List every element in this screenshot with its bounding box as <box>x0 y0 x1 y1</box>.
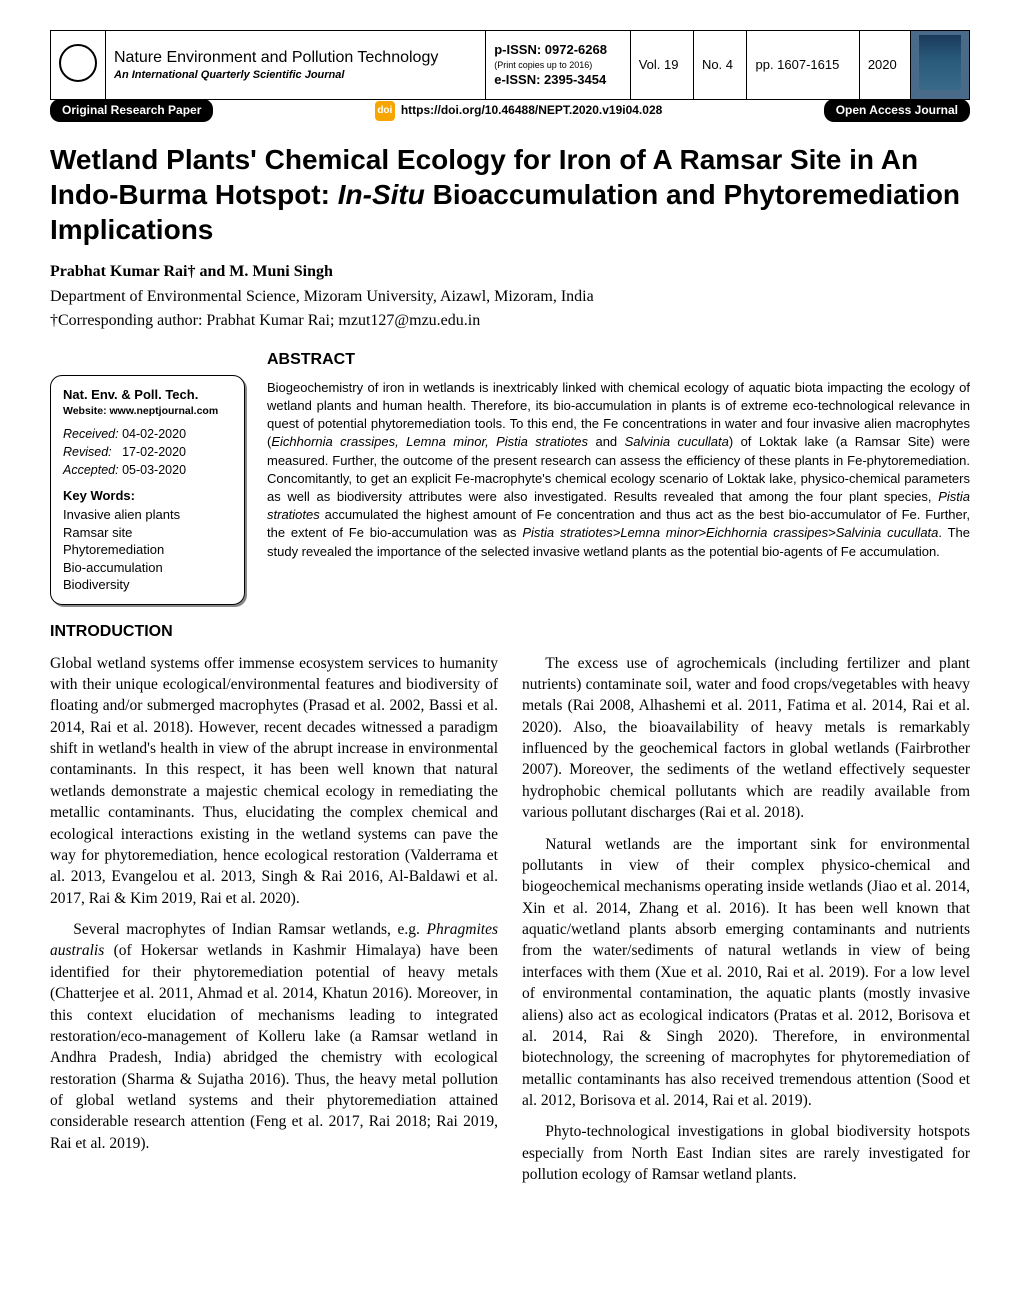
issue-cell: No. 4 <box>693 31 747 100</box>
doi-link[interactable]: https://doi.org/10.46488/NEPT.2020.v19i0… <box>401 102 662 118</box>
intro-para-2: Several macrophytes of Indian Ramsar wet… <box>50 919 498 1154</box>
keyword-1: Invasive alien plants <box>63 506 232 524</box>
info-abstract-row: Nat. Env. & Poll. Tech. Website: www.nep… <box>50 349 970 605</box>
keyword-5: Biodiversity <box>63 576 232 594</box>
intro-para-4: Natural wetlands are the important sink … <box>522 834 970 1112</box>
article-dates: Received: 04-02-2020 Revised: 17-02-2020… <box>63 426 232 479</box>
intro-para-3: The excess use of agrochemicals (includi… <box>522 653 970 824</box>
accepted-date: 05-03-2020 <box>122 463 186 477</box>
abstract-heading: ABSTRACT <box>267 349 970 371</box>
keyword-3: Phytoremediation <box>63 541 232 559</box>
journal-logo-cell <box>51 31 106 100</box>
volume-cell: Vol. 19 <box>630 31 693 100</box>
abstract-species2: Salvinia cucullata <box>625 434 729 449</box>
keyword-4: Bio-accumulation <box>63 559 232 577</box>
abstract-order: Pistia stratiotes>Lemna minor>Eichhornia… <box>522 525 938 540</box>
introduction-heading: INTRODUCTION <box>50 621 970 643</box>
p-issn: p-ISSN: 0972-6268 <box>494 42 607 57</box>
journal-logo-icon <box>59 44 97 82</box>
original-research-pill: Original Research Paper <box>50 99 213 121</box>
intro-p2a: Several macrophytes of Indian Ramsar wet… <box>73 921 426 938</box>
revised-label: Revised: <box>63 445 112 459</box>
authors: Prabhat Kumar Rai† and M. Muni Singh <box>50 261 970 283</box>
open-access-pill: Open Access Journal <box>824 99 970 121</box>
corresponding-author: †Corresponding author: Prabhat Kumar Rai… <box>50 310 970 332</box>
accepted-label: Accepted: <box>63 463 119 477</box>
abstract-species1: Eichhornia crassipes, Lemna minor, Pisti… <box>271 434 588 449</box>
article-title: Wetland Plants' Chemical Ecology for Iro… <box>50 142 970 247</box>
keyword-2: Ramsar site <box>63 524 232 542</box>
received-label: Received: <box>63 427 119 441</box>
year-cell: 2020 <box>859 31 910 100</box>
intro-p2b: (of Hokersar wetlands in Kashmir Himalay… <box>50 942 498 1151</box>
cover-thumbnail-icon <box>919 35 961 90</box>
journal-title-cell: Nature Environment and Pollution Technol… <box>106 31 486 100</box>
abstract-column: ABSTRACT Biogeochemistry of iron in wetl… <box>267 349 970 605</box>
cover-thumb-cell <box>911 31 970 100</box>
keywords-heading: Key Words: <box>63 487 232 505</box>
revised-date: 17-02-2020 <box>122 445 186 459</box>
affiliation: Department of Environmental Science, Miz… <box>50 286 970 308</box>
doi-area: doi https://doi.org/10.46488/NEPT.2020.v… <box>213 101 823 121</box>
intro-para-5: Phyto-technological investigations in gl… <box>522 1121 970 1185</box>
info-box-title: Nat. Env. & Poll. Tech. <box>63 386 232 404</box>
journal-header-table: Nature Environment and Pollution Technol… <box>50 30 970 100</box>
intro-para-1: Global wetland systems offer immense eco… <box>50 653 498 910</box>
abstract-text: Biogeochemistry of iron in wetlands is i… <box>267 379 970 561</box>
info-box: Nat. Env. & Poll. Tech. Website: www.nep… <box>50 375 245 605</box>
info-box-website[interactable]: Website: www.neptjournal.com <box>63 404 232 418</box>
journal-name: Nature Environment and Pollution Technol… <box>114 47 477 69</box>
pages-cell: pp. 1607-1615 <box>747 31 859 100</box>
header-bar: Original Research Paper doi https://doi.… <box>50 100 970 122</box>
issn-cell: p-ISSN: 0972-6268 (Print copies up to 20… <box>486 31 631 100</box>
p-issn-note: (Print copies up to 2016) <box>494 59 622 71</box>
received-date: 04-02-2020 <box>122 427 186 441</box>
journal-subtitle: An International Quarterly Scientific Jo… <box>114 68 477 83</box>
title-italic: In-Situ <box>338 179 425 210</box>
body-columns: Global wetland systems offer immense eco… <box>50 653 970 1186</box>
e-issn: e-ISSN: 2395-3454 <box>494 72 606 87</box>
doi-badge-icon: doi <box>375 101 395 121</box>
abstract-and: and <box>588 434 625 449</box>
